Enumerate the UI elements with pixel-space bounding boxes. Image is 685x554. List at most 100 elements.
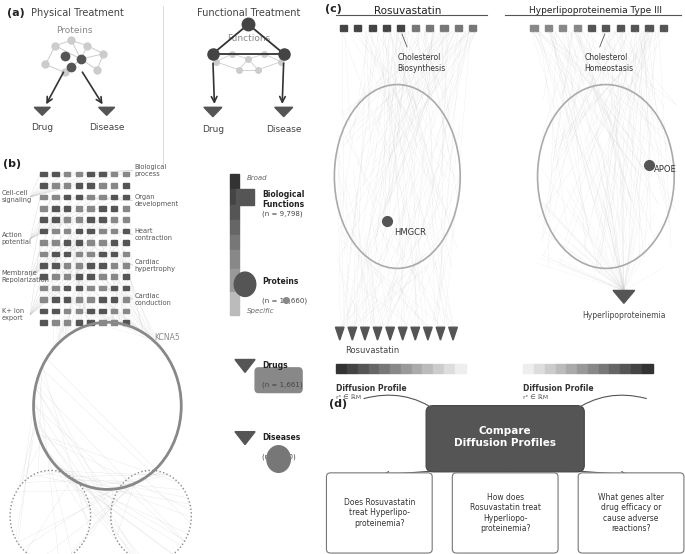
Bar <box>530 24 538 31</box>
Bar <box>123 320 129 325</box>
Bar <box>64 240 71 245</box>
Bar <box>588 364 599 373</box>
Text: Biological
process: Biological process <box>134 164 166 177</box>
Bar <box>52 274 59 279</box>
Bar <box>64 172 71 176</box>
Bar <box>40 194 47 199</box>
Bar <box>99 297 105 302</box>
Bar <box>545 364 556 373</box>
Text: (c): (c) <box>325 4 342 14</box>
Text: Does Rosuvastatin
treat Hyperlipo-
proteinemia?: Does Rosuvastatin treat Hyperlipo- prote… <box>344 498 415 528</box>
Bar <box>369 364 379 373</box>
Bar <box>433 364 444 373</box>
Text: What genes alter
drug efficacy or
cause adverse
reactions?: What genes alter drug efficacy or cause … <box>598 493 664 533</box>
FancyBboxPatch shape <box>255 368 302 393</box>
Bar <box>383 24 390 31</box>
Bar <box>87 240 94 245</box>
Bar <box>52 320 59 325</box>
Bar <box>99 183 105 188</box>
Bar <box>440 24 448 31</box>
Polygon shape <box>386 327 395 340</box>
Bar <box>52 286 59 290</box>
Text: Functional Treatment: Functional Treatment <box>197 8 300 18</box>
Bar <box>40 320 47 325</box>
Bar <box>52 309 59 313</box>
Polygon shape <box>275 107 292 117</box>
Bar <box>123 286 129 290</box>
Bar <box>99 229 105 233</box>
FancyBboxPatch shape <box>452 473 558 553</box>
Bar <box>545 24 552 31</box>
Text: Disease: Disease <box>266 125 301 134</box>
Text: Specific: Specific <box>247 308 274 314</box>
Bar <box>230 174 239 189</box>
Bar <box>99 320 105 325</box>
Bar <box>64 217 71 222</box>
Bar <box>566 364 577 373</box>
Text: (n = 840): (n = 840) <box>262 453 295 460</box>
Text: Cholesterol
Homeostasis: Cholesterol Homeostasis <box>584 53 634 73</box>
Bar <box>111 309 118 313</box>
Bar <box>64 286 71 290</box>
Bar <box>230 189 239 204</box>
Bar <box>230 204 239 220</box>
Polygon shape <box>348 327 357 340</box>
Text: (b): (b) <box>3 159 21 169</box>
Bar <box>111 274 118 279</box>
Bar <box>40 217 47 222</box>
Text: Proteins: Proteins <box>56 27 92 35</box>
Bar <box>87 252 94 256</box>
Text: Drug: Drug <box>202 125 224 134</box>
Bar <box>336 364 347 373</box>
Text: (n = 9,798): (n = 9,798) <box>262 210 303 217</box>
Bar <box>64 320 71 325</box>
Polygon shape <box>436 327 445 340</box>
Bar <box>64 252 71 256</box>
Bar <box>111 286 118 290</box>
Bar <box>64 274 71 279</box>
Bar <box>52 194 59 199</box>
Bar <box>40 240 47 245</box>
Circle shape <box>267 446 290 473</box>
Bar <box>123 217 129 222</box>
Bar <box>52 252 59 256</box>
Bar <box>444 364 455 373</box>
Bar <box>99 309 105 313</box>
Bar <box>610 364 621 373</box>
Text: Organ
development: Organ development <box>134 194 178 207</box>
Polygon shape <box>235 360 255 372</box>
Bar <box>369 24 375 31</box>
Bar <box>99 263 105 268</box>
Polygon shape <box>34 107 50 115</box>
Bar <box>64 309 71 313</box>
Polygon shape <box>411 327 420 340</box>
Bar <box>87 183 94 188</box>
Bar <box>40 263 47 268</box>
Bar <box>111 194 118 199</box>
Bar <box>631 24 638 31</box>
Text: Broad: Broad <box>247 175 267 181</box>
Bar <box>123 274 129 279</box>
Bar <box>588 24 595 31</box>
Bar <box>111 217 118 222</box>
Bar <box>75 183 82 188</box>
Bar <box>111 183 118 188</box>
Bar <box>40 297 47 302</box>
Bar <box>379 364 390 373</box>
Bar <box>645 24 653 31</box>
Bar <box>75 286 82 290</box>
Bar <box>123 252 129 256</box>
Bar <box>111 297 118 302</box>
Bar <box>52 183 59 188</box>
Bar <box>123 183 129 188</box>
Polygon shape <box>99 107 114 115</box>
Text: (a): (a) <box>7 8 25 18</box>
Bar <box>99 217 105 222</box>
Text: KCNA5: KCNA5 <box>154 333 180 342</box>
FancyBboxPatch shape <box>578 473 684 553</box>
Bar <box>75 274 82 279</box>
Bar <box>123 240 129 245</box>
Bar <box>602 24 610 31</box>
Bar <box>52 229 59 233</box>
Bar <box>64 183 71 188</box>
